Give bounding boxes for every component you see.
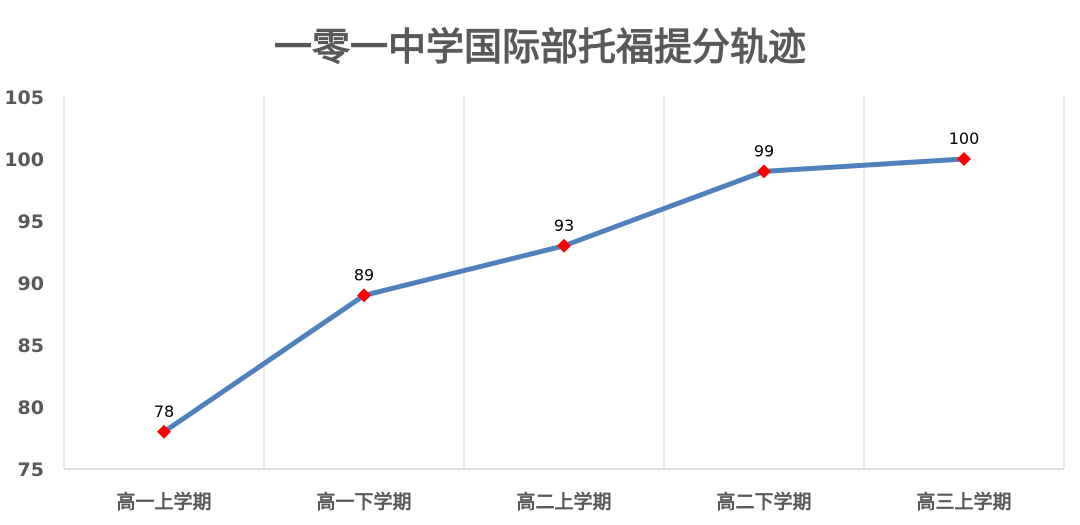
y-tick-label: 100 [4,149,44,171]
y-tick-label: 75 [18,459,44,481]
x-tick-label: 高三上学期 [916,490,1011,513]
data-label: 93 [554,216,574,235]
y-tick-label: 90 [18,273,44,295]
data-point-marker [957,152,971,166]
x-axis-tick-labels: 高一上学期 高一下学期 高二上学期 高二下学期 高三上学期 [116,490,1011,513]
data-label: 100 [949,129,980,148]
y-tick-label: 105 [4,87,44,109]
y-tick-label: 85 [18,335,44,357]
y-axis-tick-labels: 75 80 85 90 95 100 105 [4,87,44,481]
chart-title: 一零一中学国际部托福提分轨迹 [274,25,806,69]
data-point-marker [757,164,771,179]
series-layer [161,156,967,435]
data-label-layer: 78 89 93 99 100 [154,129,979,421]
x-tick-label: 高二下学期 [716,490,811,513]
x-tick-label: 高二上学期 [516,490,611,513]
series-line [161,156,967,435]
data-label: 89 [354,265,374,284]
x-tick-label: 高一下学期 [316,490,411,513]
data-label: 99 [754,141,774,160]
data-point-marker [357,288,371,303]
data-point-marker [157,424,171,439]
data-label: 78 [154,402,174,421]
y-tick-label: 80 [18,397,44,419]
grid-layer [63,97,1065,469]
data-point-marker [557,238,571,253]
y-tick-label: 95 [18,211,44,233]
marker-layer [157,152,971,439]
x-tick-label: 高一上学期 [116,490,211,513]
